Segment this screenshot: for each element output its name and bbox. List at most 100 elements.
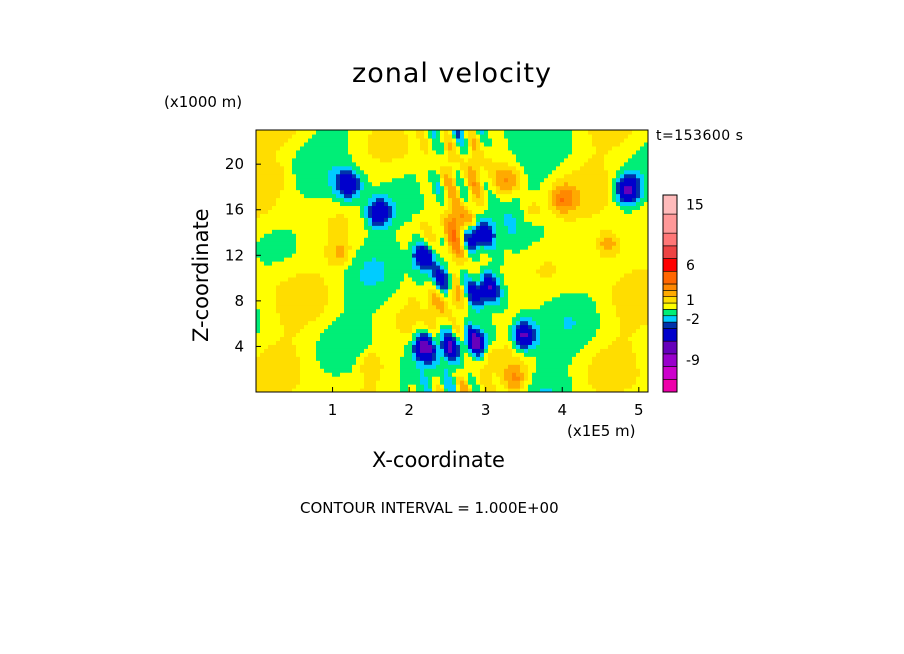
heatmap-cell: [520, 348, 525, 353]
heatmap-cell: [348, 149, 353, 155]
heatmap-cell: [392, 368, 397, 373]
heatmap-cell: [264, 193, 269, 199]
heatmap-cell: [544, 280, 549, 286]
heatmap-cell: [356, 368, 361, 373]
heatmap-cell: [452, 284, 457, 290]
heatmap-cell: [400, 292, 405, 298]
heatmap-cell: [448, 376, 453, 381]
heatmap-cell: [308, 157, 313, 163]
heatmap-cell: [484, 213, 489, 218]
heatmap-cell: [452, 221, 457, 226]
heatmap-cell: [396, 344, 401, 349]
heatmap-cell: [344, 276, 349, 282]
heatmap-cell: [364, 384, 369, 389]
heatmap-cell: [444, 245, 449, 250]
heatmap-cell: [268, 284, 273, 290]
heatmap-cell: [284, 372, 289, 377]
heatmap-cell: [368, 280, 373, 286]
heatmap-cell: [356, 324, 361, 330]
heatmap-cell: [516, 292, 521, 298]
heatmap-cell: [272, 296, 277, 302]
heatmap-cell: [324, 181, 329, 187]
heatmap-cell: [528, 264, 533, 270]
heatmap-cell: [480, 268, 485, 274]
heatmap-cell: [472, 169, 477, 175]
heatmap-cell: [448, 209, 453, 214]
heatmap-cell: [332, 308, 337, 314]
heatmap-cell: [428, 241, 433, 246]
heatmap-cell: [340, 245, 345, 250]
heatmap-cell: [552, 288, 557, 294]
heatmap-cell: [472, 376, 477, 381]
heatmap-cell: [308, 253, 313, 258]
heatmap-cell: [284, 185, 289, 191]
heatmap-cell: [420, 173, 425, 179]
heatmap-cell: [536, 316, 541, 322]
heatmap-cell: [292, 324, 297, 330]
heatmap-cell: [296, 308, 301, 314]
heatmap-cell: [424, 324, 429, 330]
heatmap-cell: [500, 149, 505, 155]
heatmap-cell: [384, 360, 389, 365]
heatmap-cell: [264, 137, 269, 143]
heatmap-cell: [296, 181, 301, 187]
heatmap-cell: [476, 225, 481, 230]
heatmap-cell: [256, 137, 261, 143]
heatmap-cell: [460, 380, 465, 385]
heatmap-cell: [328, 280, 333, 286]
heatmap-cell: [480, 284, 485, 290]
heatmap-cell: [292, 130, 297, 135]
heatmap-cell: [364, 284, 369, 290]
heatmap-cell: [524, 312, 529, 318]
heatmap-cell: [368, 368, 373, 373]
heatmap-cell: [356, 145, 361, 151]
heatmap-cell: [492, 320, 497, 326]
heatmap-cell: [284, 257, 289, 262]
heatmap-cell: [508, 217, 513, 222]
heatmap-cell: [416, 217, 421, 222]
heatmap-cell: [520, 245, 525, 250]
heatmap-cell: [260, 165, 265, 171]
heatmap-cell: [372, 189, 377, 195]
heatmap-cell: [356, 261, 361, 266]
heatmap-cell: [536, 145, 541, 151]
heatmap-cell: [488, 320, 493, 326]
heatmap-cell: [444, 241, 449, 246]
heatmap-cell: [388, 185, 393, 191]
heatmap-cell: [376, 197, 381, 203]
heatmap-cell: [316, 336, 321, 341]
heatmap-cell: [356, 161, 361, 167]
heatmap-cell: [344, 304, 349, 310]
heatmap-cell: [276, 217, 281, 222]
heatmap-cell: [364, 332, 369, 338]
heatmap-cell: [368, 284, 373, 290]
heatmap-cell: [292, 193, 297, 199]
heatmap-cell: [500, 288, 505, 294]
heatmap-cell: [544, 133, 549, 139]
heatmap-cell: [336, 356, 341, 361]
heatmap-cell: [312, 304, 317, 310]
heatmap-cell: [344, 149, 349, 155]
heatmap-cell: [272, 280, 277, 286]
heatmap-cell: [344, 332, 349, 338]
heatmap-cell: [344, 284, 349, 290]
heatmap-cell: [308, 364, 313, 369]
heatmap-cell: [492, 368, 497, 373]
heatmap-cell: [556, 261, 561, 266]
heatmap-cell: [464, 261, 469, 266]
heatmap-cell: [544, 388, 549, 392]
heatmap-cell: [408, 261, 413, 266]
heatmap-cell: [500, 316, 505, 322]
heatmap-cell: [384, 296, 389, 302]
heatmap-cell: [316, 300, 321, 306]
heatmap-cell: [428, 300, 433, 306]
heatmap-cell: [316, 261, 321, 266]
heatmap-cell: [508, 320, 513, 326]
heatmap-cell: [332, 197, 337, 203]
heatmap-cell: [488, 328, 493, 334]
heatmap-cell: [276, 169, 281, 175]
heatmap-cell: [344, 153, 349, 159]
heatmap-cell: [256, 384, 261, 389]
heatmap-cell: [520, 209, 525, 214]
heatmap-cell: [536, 137, 541, 143]
